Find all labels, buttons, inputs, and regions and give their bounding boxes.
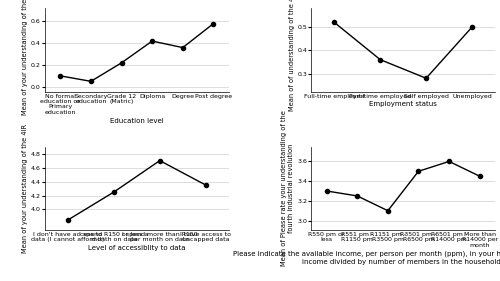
X-axis label: Education level: Education level [110, 117, 164, 124]
X-axis label: Employment status: Employment status [369, 101, 437, 107]
Y-axis label: Mean of your understanding of the 4IR: Mean of your understanding of the 4IR [22, 0, 28, 115]
X-axis label: Level of accessiblity to data: Level of accessiblity to data [88, 245, 186, 251]
Y-axis label: Mean of your understanding of the 4IR: Mean of your understanding of the 4IR [22, 124, 28, 253]
Y-axis label: Mean of Please rate your understanding of the
fourth industrial revolution: Mean of Please rate your understanding o… [282, 111, 294, 266]
Y-axis label: Mean of of understanding of the 4IR: Mean of of understanding of the 4IR [288, 0, 294, 111]
X-axis label: Please indicate the available income, per person per month (ppm), in your househ: Please indicate the available income, pe… [233, 250, 500, 265]
